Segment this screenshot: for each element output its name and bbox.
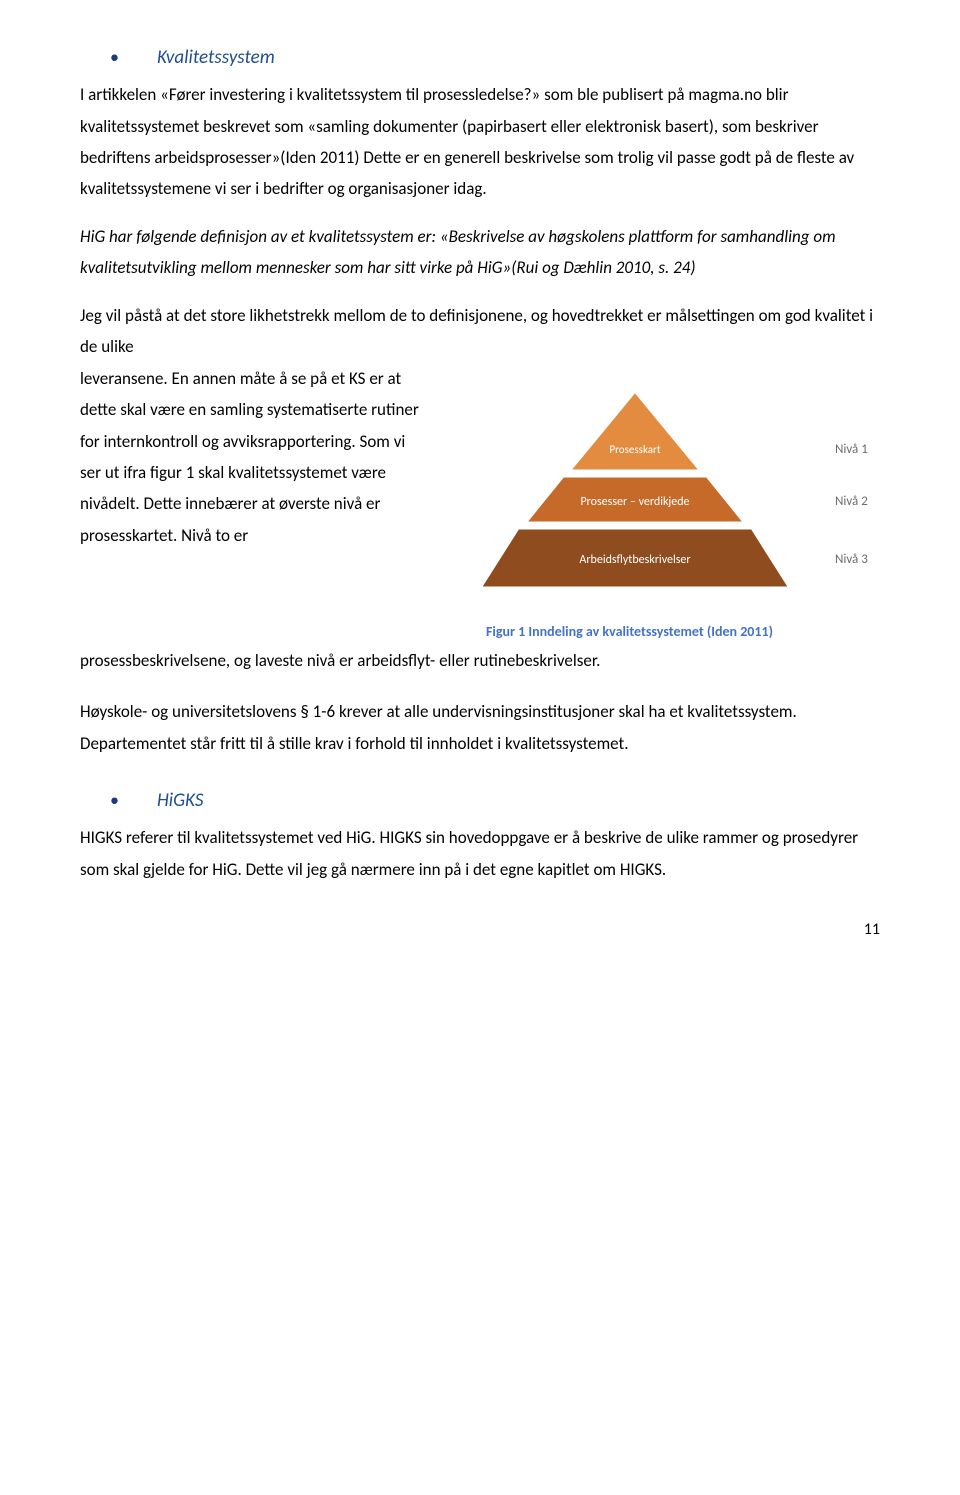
section1-heading-row: • Kvalitetssystem: [80, 40, 880, 75]
section2-p1: HIGKS referer til kvalitetssystemet ved …: [80, 822, 880, 885]
pyramid-text-1: Prosesskart: [609, 443, 660, 456]
pyramid-text-3: Arbeidsflytbeskrivelser: [579, 553, 690, 567]
section1-p3-start: Jeg vil påstå at det store likhetstrekk …: [80, 300, 880, 363]
pyramid-text-2: Prosesser – verdikjede: [580, 495, 689, 509]
pyramid-figure: Prosesskart Prosesser – verdikjede Arbei…: [450, 373, 870, 645]
section2-heading: HiGKS: [157, 783, 203, 818]
pyramid-caption: Figur 1 Inndeling av kvalitetssystemet (…: [450, 619, 870, 645]
section1-p3-left: leveransene. En annen måte å se på et KS…: [80, 363, 430, 552]
pyramid-level-1: Nivå 1: [835, 442, 868, 457]
section2-heading-row: • HiGKS: [80, 783, 880, 818]
section1-p3-end: prosessbeskrivelsene, og laveste nivå er…: [80, 645, 880, 676]
pyramid-svg: Prosesskart Prosesser – verdikjede Arbei…: [450, 373, 870, 603]
page-number: 11: [80, 915, 880, 945]
section1-p1: I artikkelen «Fører investering i kvalit…: [80, 79, 880, 205]
pyramid-level-3: Nivå 3: [835, 552, 868, 567]
pyramid-level-2: Nivå 2: [835, 494, 868, 509]
bullet-dot: •: [110, 41, 119, 74]
section1-heading: Kvalitetssystem: [157, 40, 275, 75]
bullet-dot: •: [110, 784, 119, 817]
two-column-wrap: leveransene. En annen måte å se på et KS…: [80, 363, 880, 645]
section1-p2: HiG har følgende definisjon av et kvalit…: [80, 221, 880, 284]
pyramid-layer-1: [569, 391, 701, 471]
section1-p4: Høyskole- og universitetslovens § 1-6 kr…: [80, 696, 880, 759]
